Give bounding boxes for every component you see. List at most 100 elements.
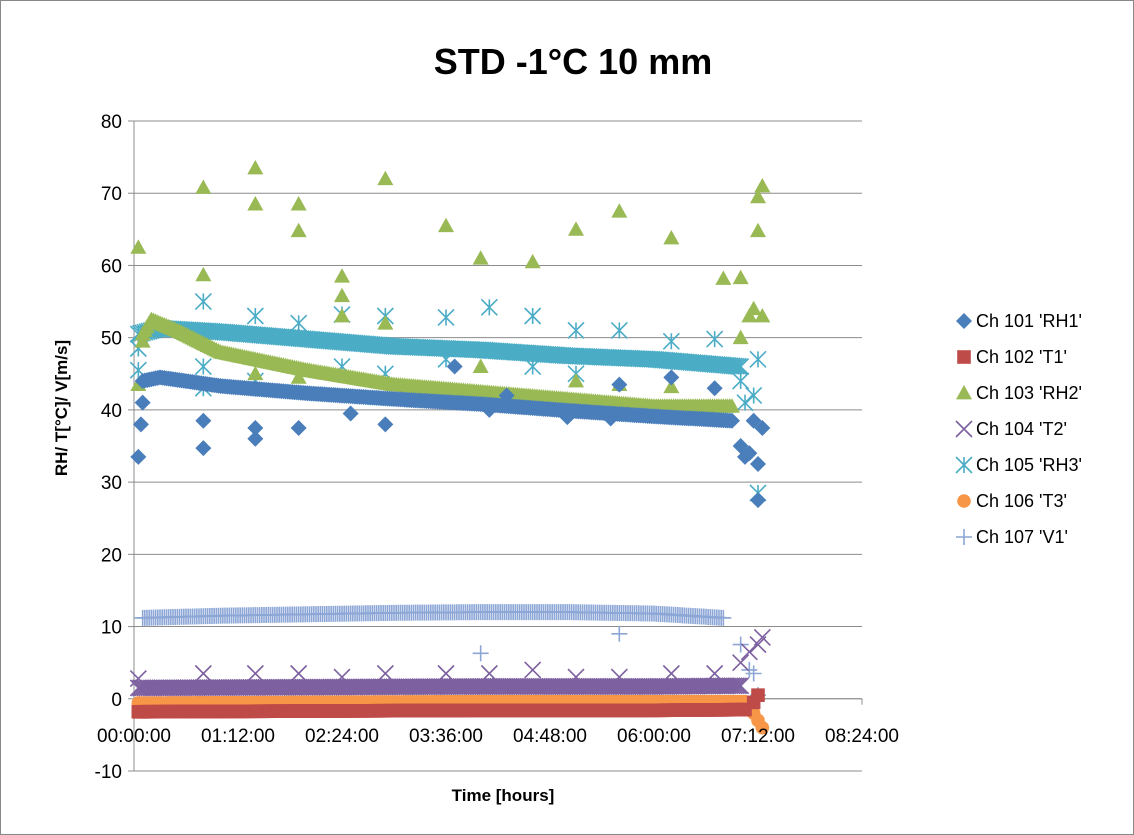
data-point xyxy=(754,629,770,645)
data-point xyxy=(663,369,679,385)
y-tick-label: 70 xyxy=(101,184,122,205)
legend-entry: Ch 106 'T3' xyxy=(957,491,1067,511)
data-point xyxy=(195,359,211,375)
data-point xyxy=(741,662,757,678)
data-point xyxy=(135,395,151,411)
data-point xyxy=(195,440,211,456)
x-tick-label: 01:12:00 xyxy=(201,726,275,747)
legend-label: Ch 105 'RH3' xyxy=(976,455,1082,475)
data-point xyxy=(195,267,211,281)
data-point xyxy=(247,666,263,682)
legend-label: Ch 104 'T2' xyxy=(976,419,1067,439)
x-tick-label: 06:00:00 xyxy=(617,726,691,747)
data-point xyxy=(741,644,757,660)
data-point xyxy=(611,203,627,217)
y-tick-label: 0 xyxy=(111,690,122,711)
data-point xyxy=(525,254,541,268)
legend-entry: Ch 102 'T1' xyxy=(957,347,1067,367)
data-point xyxy=(525,359,541,375)
data-point xyxy=(377,416,393,432)
data-point xyxy=(611,626,627,642)
y-axis-title: RH/ T[°C]/ V[m/s] xyxy=(52,340,71,476)
legend-label: Ch 107 'V1' xyxy=(976,527,1068,547)
data-point xyxy=(247,420,263,436)
data-point xyxy=(195,413,211,429)
data-point xyxy=(754,178,770,192)
x-tick-label: 04:48:00 xyxy=(513,726,587,747)
legend-marker xyxy=(956,421,972,437)
data-point xyxy=(247,308,263,324)
data-point xyxy=(438,309,454,325)
data-point xyxy=(334,308,350,322)
x-tick-label: 08:24:00 xyxy=(825,726,899,747)
data-point xyxy=(750,351,766,367)
data-point xyxy=(130,449,146,465)
legend-marker xyxy=(956,457,972,473)
legend: Ch 101 'RH1' Ch 102 'T1' Ch 103 'RH2' Ch 10… xyxy=(956,311,1082,547)
series-4 xyxy=(130,629,770,696)
data-point xyxy=(750,456,766,472)
data-point xyxy=(377,666,393,682)
data-point xyxy=(291,666,307,682)
y-tick-label: 80 xyxy=(101,112,122,133)
data-point xyxy=(247,160,263,174)
data-point xyxy=(611,322,627,338)
legend-label: Ch 102 'T1' xyxy=(976,347,1067,367)
y-tick-label: 10 xyxy=(101,618,122,639)
data-point xyxy=(473,250,489,264)
data-point xyxy=(130,239,146,253)
data-point xyxy=(343,406,359,422)
data-point xyxy=(568,322,584,338)
data-point xyxy=(525,662,541,678)
y-tick-label: 50 xyxy=(101,329,122,350)
legend-entry: Ch 103 'RH2' xyxy=(956,383,1082,403)
legend-entry: Ch 101 'RH1' xyxy=(956,311,1082,331)
data-point xyxy=(750,223,766,237)
plot-area xyxy=(130,160,770,735)
data-point xyxy=(473,645,489,661)
data-point xyxy=(751,688,765,702)
data-point xyxy=(746,387,762,403)
x-tick-label: 07:12:00 xyxy=(721,726,795,747)
data-point xyxy=(737,395,753,411)
data-point xyxy=(568,221,584,235)
legend-entry: Ch 104 'T2' xyxy=(956,419,1067,439)
legend-marker xyxy=(956,529,972,545)
legend-entry: Ch 107 'V1' xyxy=(956,527,1068,547)
data-point xyxy=(481,299,497,315)
legend-marker xyxy=(957,494,971,508)
y-tick-label: 30 xyxy=(101,473,122,494)
data-point xyxy=(291,315,307,331)
data-point xyxy=(746,301,762,315)
data-point xyxy=(291,420,307,436)
x-tick-label: 02:24:00 xyxy=(305,726,379,747)
legend-marker xyxy=(957,350,971,364)
data-point xyxy=(334,288,350,302)
legend-entry: Ch 105 'RH3' xyxy=(956,455,1082,475)
x-axis-title: Time [hours] xyxy=(452,786,555,805)
chart-title: STD -1°C 10 mm xyxy=(434,41,712,82)
data-point xyxy=(733,373,749,389)
data-point xyxy=(663,333,679,349)
data-point xyxy=(525,308,541,324)
series-1 xyxy=(130,359,770,509)
x-tick-label: 03:36:00 xyxy=(409,726,483,747)
y-tick-label: 60 xyxy=(101,256,122,277)
y-tick-label: 20 xyxy=(101,545,122,566)
legend-label: Ch 101 'RH1' xyxy=(976,311,1082,331)
data-point xyxy=(715,270,731,284)
data-point xyxy=(133,416,149,432)
legend-label: Ch 106 'T3' xyxy=(976,491,1067,511)
data-point xyxy=(438,218,454,232)
data-point xyxy=(750,492,766,508)
data-point xyxy=(377,171,393,185)
data-point xyxy=(195,666,211,682)
data-point xyxy=(473,359,489,373)
legend-marker xyxy=(956,385,972,399)
data-point xyxy=(733,270,749,284)
data-point xyxy=(733,637,749,653)
data-point xyxy=(715,610,731,626)
data-point xyxy=(291,223,307,237)
